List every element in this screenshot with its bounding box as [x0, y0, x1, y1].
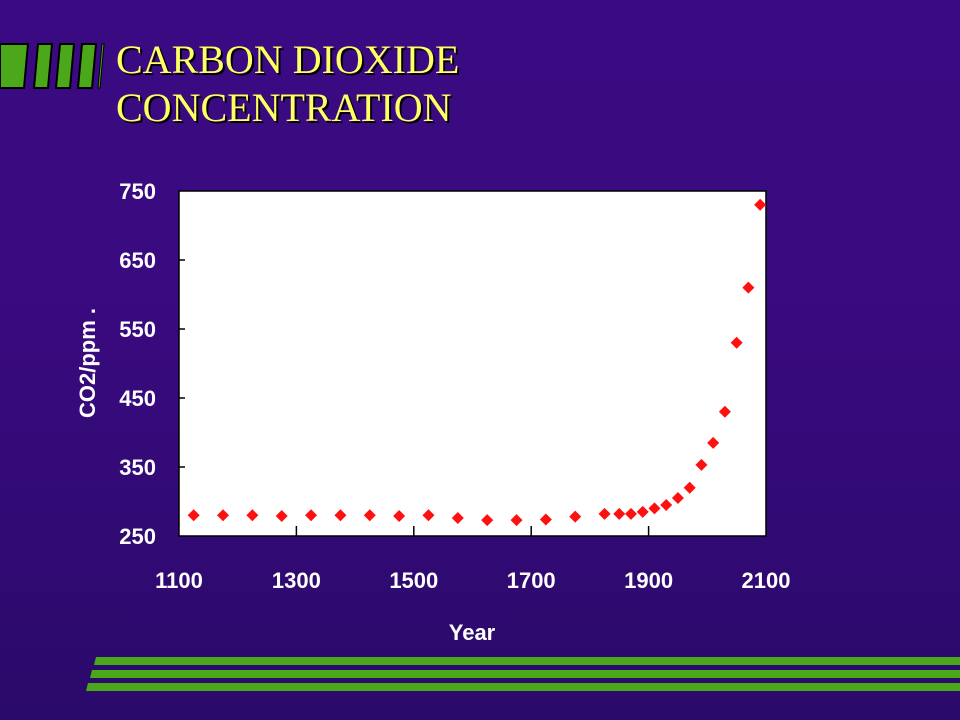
data-point	[569, 510, 582, 523]
footer-bars-decoration	[86, 657, 960, 691]
data-point	[246, 509, 259, 522]
data-point	[754, 198, 767, 211]
data-point	[660, 498, 673, 511]
data-point	[393, 509, 406, 522]
slide-title-line-1: CARBON DIOXIDE	[116, 37, 460, 82]
data-point	[305, 509, 318, 522]
x-axis-ticks: 1100 1300 1500 1700 1900 2100	[155, 526, 790, 593]
data-point	[636, 505, 649, 518]
y-tick-label: 450	[119, 386, 156, 411]
data-point	[624, 507, 637, 520]
data-point	[742, 281, 755, 294]
x-axis-title: Year	[449, 620, 496, 645]
data-point	[730, 336, 743, 349]
data-point	[648, 502, 661, 515]
data-point	[671, 492, 684, 505]
y-tick-label: 650	[119, 248, 156, 273]
data-point	[718, 405, 731, 418]
data-point	[510, 514, 523, 527]
data-point	[598, 507, 611, 520]
y-tick-label: 550	[119, 317, 156, 342]
data-point	[451, 512, 464, 525]
data-point	[217, 509, 230, 522]
x-tick-label: 1900	[624, 568, 673, 593]
x-tick-label: 1300	[272, 568, 321, 593]
data-point	[363, 509, 376, 522]
data-point	[481, 514, 494, 527]
y-tick-label: 250	[119, 524, 156, 549]
data-point	[275, 509, 288, 522]
x-tick-label: 1500	[389, 568, 438, 593]
data-point	[695, 458, 708, 471]
data-point	[539, 513, 552, 526]
x-tick-label: 1100	[155, 568, 203, 593]
y-axis-title: CO2/ppm .	[75, 308, 100, 418]
data-point	[422, 509, 435, 522]
data-point	[613, 507, 626, 520]
y-tick-label: 350	[119, 455, 156, 480]
y-tick-label: 750	[119, 179, 156, 204]
data-point	[683, 481, 696, 494]
plot-area	[178, 190, 767, 537]
data-point	[334, 509, 347, 522]
slide-title-line-2: CONCENTRATION	[116, 85, 452, 130]
x-tick-label: 1700	[507, 568, 556, 593]
data-point	[707, 436, 720, 449]
data-point	[187, 509, 200, 522]
data-points	[187, 198, 767, 527]
x-tick-label: 2100	[742, 568, 791, 593]
title-bars-decoration	[0, 43, 105, 89]
slide-title: CARBON DIOXIDE CONCENTRATION	[116, 36, 459, 132]
y-axis-ticks: 250 350 450 550 650 750	[119, 179, 185, 549]
